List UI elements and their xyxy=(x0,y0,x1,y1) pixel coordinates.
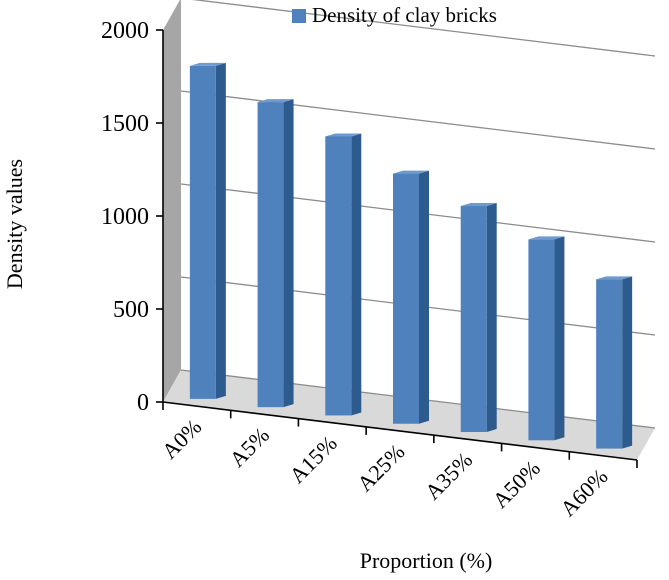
bar-front xyxy=(325,136,352,416)
bar-side xyxy=(486,203,497,433)
bar-front xyxy=(528,239,555,441)
bar xyxy=(189,62,226,399)
bar-top xyxy=(325,133,362,137)
bar xyxy=(257,99,294,408)
side-wall xyxy=(163,0,181,402)
bar-front xyxy=(596,279,623,449)
category-label: A5% xyxy=(224,422,274,472)
bar-front xyxy=(393,173,419,424)
bar-side xyxy=(215,62,226,399)
bar-top xyxy=(189,62,226,66)
y-tick-label: 500 xyxy=(113,297,149,323)
bar xyxy=(596,276,633,449)
bar xyxy=(528,236,565,441)
bar-top xyxy=(257,99,294,103)
y-tick-label: 1500 xyxy=(101,111,149,137)
bar xyxy=(460,203,497,433)
category-label: A35% xyxy=(420,447,477,504)
category-label: A60% xyxy=(555,464,612,521)
bars xyxy=(189,62,633,449)
bar-side xyxy=(554,236,565,441)
bar-side xyxy=(419,170,429,424)
y-tick-label: 0 xyxy=(137,390,149,416)
bar-front xyxy=(257,102,284,408)
bar-top xyxy=(460,203,497,207)
legend-swatch xyxy=(292,9,306,23)
bar xyxy=(393,170,429,424)
x-axis-title: Proportion (%) xyxy=(360,548,493,573)
category-label: A25% xyxy=(352,439,409,496)
bar-front xyxy=(189,65,216,399)
bar-side xyxy=(351,133,362,416)
y-axis-title: Density values xyxy=(2,159,27,289)
gridline xyxy=(180,90,656,150)
gridline xyxy=(191,0,656,57)
y-tick-label: 2000 xyxy=(101,18,149,44)
category-label: A50% xyxy=(488,455,545,512)
legend-label: Density of clay bricks xyxy=(312,3,497,27)
legend: Density of clay bricks xyxy=(292,3,497,27)
bar-side xyxy=(622,276,633,449)
bar-top xyxy=(393,170,429,174)
bar-side xyxy=(283,99,294,408)
category-label: A15% xyxy=(284,431,341,488)
bar xyxy=(325,133,362,416)
bar-front xyxy=(460,206,487,433)
x-axis-line xyxy=(162,401,638,461)
axes xyxy=(156,29,638,468)
y-tick-labels: 0 500 1000 1500 2000 xyxy=(101,18,149,416)
y-tick-label: 1000 xyxy=(101,204,149,230)
bar-top xyxy=(528,236,565,240)
bar-top xyxy=(596,276,633,280)
category-label: A0% xyxy=(157,414,207,464)
